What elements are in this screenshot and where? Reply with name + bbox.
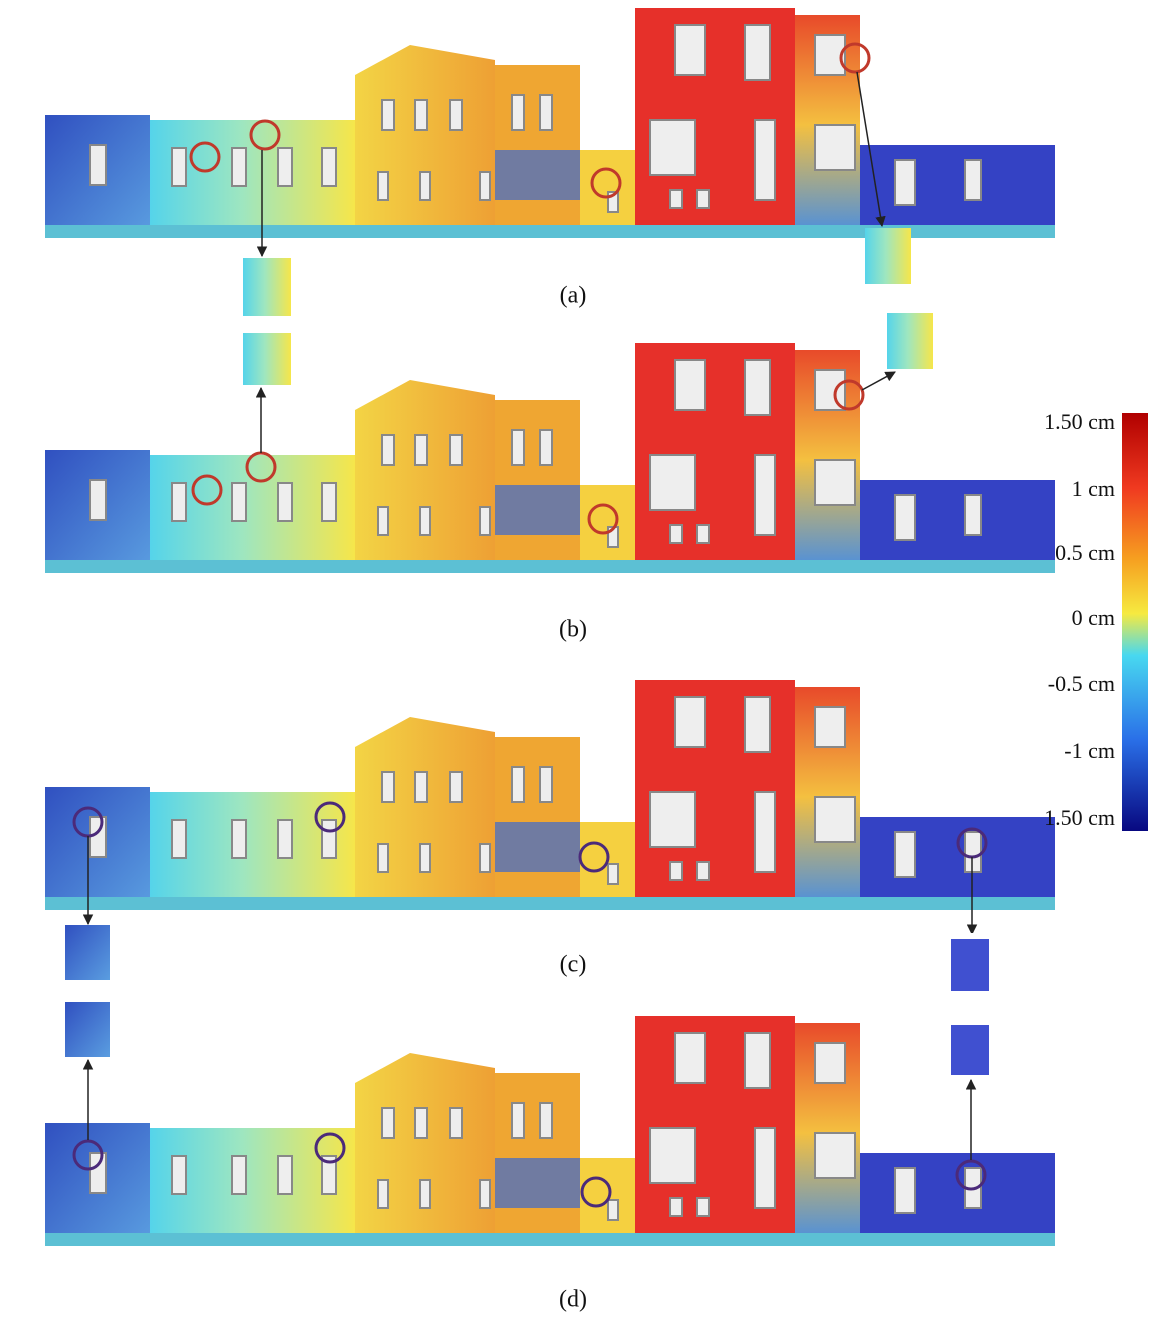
- colorbar-label: 1 cm: [1072, 476, 1115, 501]
- colorbar-label: 1.50 cm: [1044, 805, 1115, 830]
- panel-a: (a): [45, 8, 1055, 316]
- colorbar-label: -0.5 cm: [1048, 671, 1115, 696]
- panel-d: (d): [45, 1002, 1055, 1313]
- colorbar-label: 0.5 cm: [1055, 540, 1115, 565]
- panel-label: (d): [559, 1287, 587, 1313]
- facade: [45, 1016, 1055, 1246]
- facade: [45, 8, 1055, 238]
- panel-label: (b): [559, 617, 587, 643]
- panel-c: (c): [45, 680, 1055, 994]
- panel-b: (b): [45, 313, 1055, 643]
- panel-label: (a): [560, 283, 587, 309]
- colorbar-label: 1.50 cm: [1044, 409, 1115, 434]
- figure: (a) (b) (c) (d) 1.50 cm 1 cm 0.5 cm 0 cm…: [0, 0, 1152, 1318]
- colorbar-label: 0 cm: [1072, 605, 1115, 630]
- panel-label: (c): [560, 952, 587, 978]
- facade: [45, 680, 1055, 910]
- facade: [45, 343, 1055, 573]
- colorbar-label: -1 cm: [1064, 738, 1115, 763]
- colorbar: 1.50 cm 1 cm 0.5 cm 0 cm -0.5 cm -1 cm 1…: [1044, 409, 1148, 831]
- colorbar-scale: [1122, 413, 1148, 831]
